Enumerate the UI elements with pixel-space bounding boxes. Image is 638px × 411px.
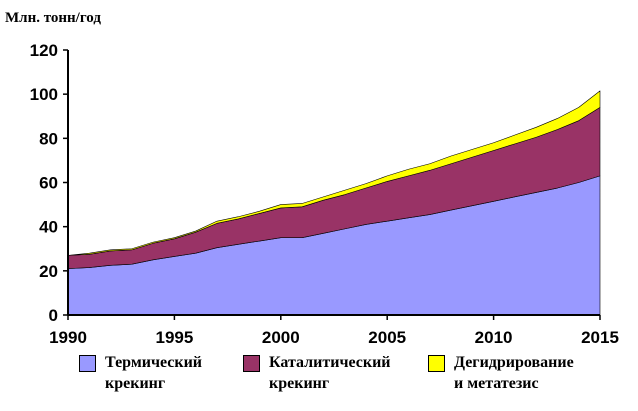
legend-label: Дегидрирование и метатезис [454, 354, 574, 392]
legend-item-2: Каталитический крекинг [243, 352, 391, 394]
legend-swatch [428, 355, 445, 372]
x-tick-label: 2015 [581, 328, 619, 347]
y-tick-label: 20 [39, 262, 58, 281]
x-tick-label: 2010 [475, 328, 513, 347]
y-tick-label: 120 [30, 41, 58, 60]
legend: Термический крекинг Каталитический крекин… [0, 352, 638, 411]
x-tick-label: 2000 [262, 328, 300, 347]
area-layers [67, 90, 601, 316]
y-tick-label: 80 [39, 129, 58, 148]
y-axis-unit-label: Млн. тонн/год [5, 10, 101, 26]
y-tick-label: 100 [30, 85, 58, 104]
legend-swatch [79, 355, 96, 372]
legend-swatch [243, 355, 260, 372]
x-tick-label: 1990 [49, 328, 87, 347]
series-area-3 [67, 90, 601, 256]
x-tick-label: 1995 [155, 328, 193, 347]
legend-item-1: Термический крекинг [79, 352, 202, 394]
y-tick-label: 0 [49, 306, 58, 325]
legend-label: Термический крекинг [105, 354, 203, 392]
y-tick-label: 40 [39, 218, 58, 237]
legend-label: Каталитический крекинг [269, 354, 391, 392]
x-tick-label: 2005 [368, 328, 406, 347]
y-axis-ticks: 0 20 40 60 80 100 120 [30, 41, 68, 325]
y-tick-label: 60 [39, 174, 58, 193]
legend-item-3: Дегидрирование и метатезис [428, 352, 574, 394]
x-axis-ticks: 1990 1995 2000 2005 2010 2015 [49, 315, 619, 347]
